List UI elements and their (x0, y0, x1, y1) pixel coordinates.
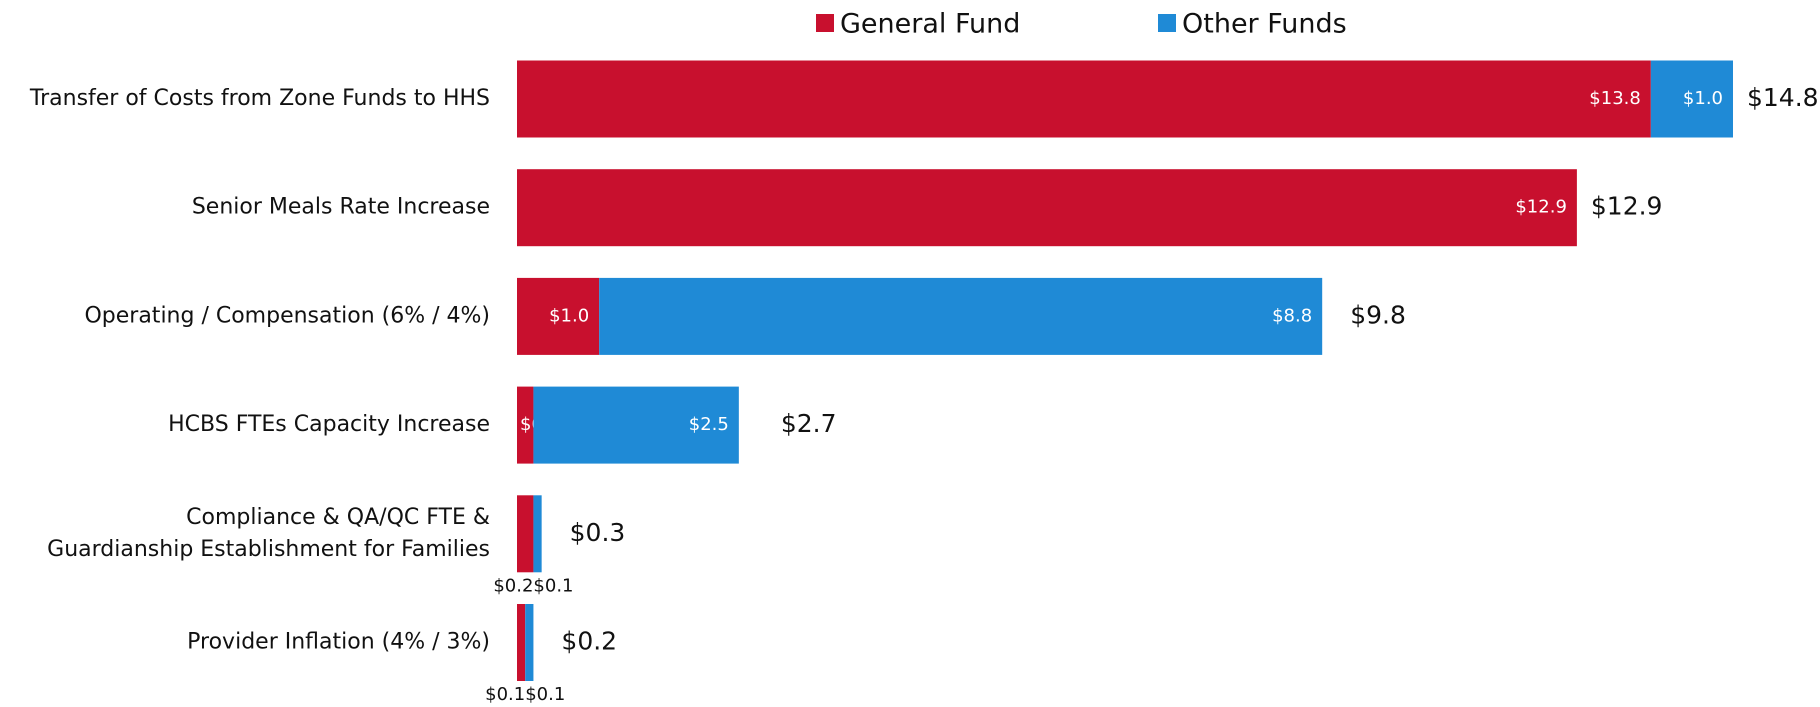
value-label: $12.9 (1515, 197, 1567, 218)
total-label: $0.3 (570, 518, 626, 547)
bar-segment (533, 386, 739, 464)
value-label: $0.1 (525, 684, 565, 705)
legend-swatch (816, 14, 834, 32)
bar-segment (517, 169, 1577, 247)
total-label: $0.2 (561, 627, 617, 656)
value-label: $13.8 (1589, 88, 1641, 109)
bar-segment (517, 277, 600, 355)
legend-label: Other Funds (1182, 9, 1347, 40)
total-label: $14.8 (1747, 83, 1819, 112)
value-label: $2.5 (689, 414, 729, 435)
legend-label: General Fund (840, 9, 1020, 40)
bar-segment (533, 495, 542, 573)
legend-swatch (1158, 14, 1176, 32)
value-label: $1.0 (549, 305, 589, 326)
total-label: $12.9 (1591, 192, 1663, 221)
bar-segment (517, 604, 526, 681)
category-label: HCBS FTEs Capacity Increase (168, 412, 490, 437)
bar-segment (1650, 60, 1733, 138)
value-label: $0.2 (493, 575, 533, 596)
category-label: Operating / Compensation (6% / 4%) (84, 303, 490, 328)
bar-segment (599, 277, 1323, 355)
category-label: Transfer of Costs from Zone Funds to HHS (29, 86, 490, 111)
bar-segment (517, 386, 534, 464)
total-label: $2.7 (781, 409, 837, 438)
value-label: $1.0 (1683, 88, 1723, 109)
total-label: $9.8 (1350, 300, 1406, 329)
value-label: $0.1 (485, 684, 525, 705)
category-label: Provider Inflation (4% / 3%) (187, 630, 490, 655)
value-label: $0.1 (533, 575, 573, 596)
bar-segment (525, 604, 534, 681)
value-label: $8.8 (1272, 305, 1312, 326)
category-label: Senior Meals Rate Increase (192, 195, 490, 220)
bar-segment (517, 60, 1651, 138)
category-label: Compliance & QA/QC FTE & Guardianship Est… (47, 505, 490, 562)
bar-segment (517, 495, 534, 573)
